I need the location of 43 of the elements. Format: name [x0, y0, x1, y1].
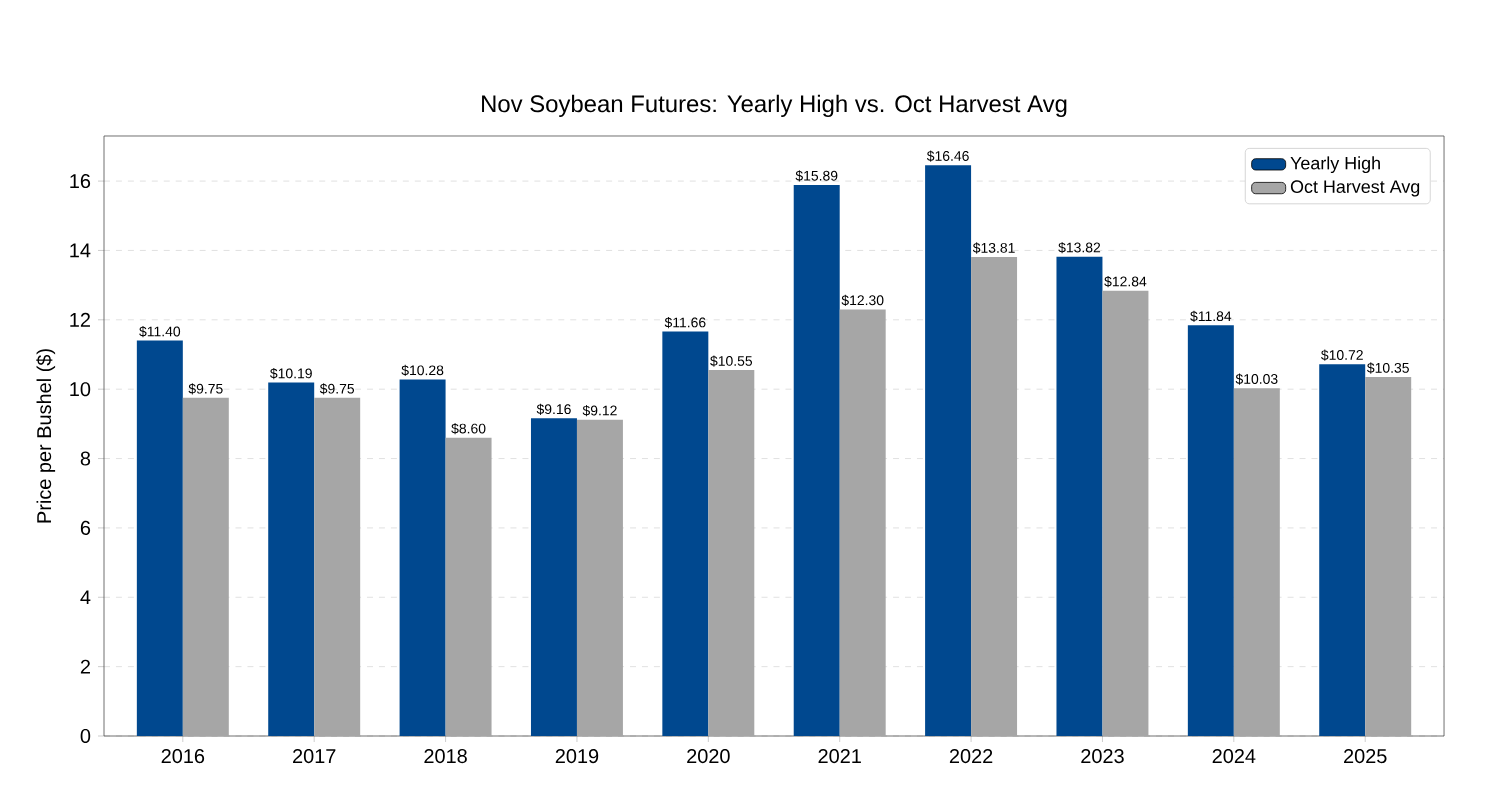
- y-tick-label: 8: [80, 451, 91, 466]
- y-tick-label: 0: [80, 728, 91, 744]
- x-tick-label: 2021: [818, 749, 861, 764]
- bar: [314, 397, 361, 736]
- legend-label: Yearly High: [1290, 156, 1380, 174]
- bar: [662, 331, 709, 736]
- bar: [445, 437, 492, 736]
- y-axis-title: Price per Bushel ($): [36, 349, 56, 523]
- x-tick-label: 2025: [1344, 749, 1387, 764]
- bar: [793, 184, 840, 736]
- bar: [708, 370, 755, 736]
- bar: [971, 257, 1018, 736]
- x-tick-label: 2024: [1212, 749, 1256, 764]
- bar: [136, 340, 183, 736]
- bar: [1102, 290, 1149, 736]
- y-tick-label: 4: [80, 590, 91, 605]
- x-tick-label: 2018: [424, 749, 467, 764]
- legend-label: Oct Harvest Avg: [1290, 180, 1420, 197]
- bar: [399, 379, 446, 736]
- y-tick-label: 10: [70, 382, 91, 397]
- x-tick-label: 2017: [293, 749, 336, 764]
- y-tick-label: 14: [70, 243, 91, 258]
- bar: [1365, 377, 1412, 736]
- x-tick-label: 2022: [949, 749, 993, 764]
- y-tick-label: 6: [80, 520, 91, 535]
- bar: [1319, 364, 1366, 736]
- y-tick-label: 16: [70, 174, 91, 189]
- bar: [839, 309, 886, 736]
- bar: [925, 165, 972, 736]
- bar: [576, 419, 623, 736]
- bar: [1233, 388, 1280, 736]
- bar: [530, 418, 577, 736]
- bar: [1187, 325, 1234, 736]
- x-tick-label: 2020: [687, 749, 730, 764]
- bar: [182, 397, 229, 736]
- x-tick-label: 2016: [161, 749, 205, 764]
- bar: [1056, 256, 1103, 736]
- x-tick-label: 2019: [555, 749, 599, 764]
- bar: [268, 382, 315, 736]
- chart-title: Nov Soybean Futures: Yearly High vs. Oct Harvest Avg: [482, 94, 1067, 117]
- y-tick-label: 2: [80, 659, 90, 674]
- y-tick-label: 12: [70, 312, 90, 327]
- x-tick-label: 2023: [1081, 749, 1124, 764]
